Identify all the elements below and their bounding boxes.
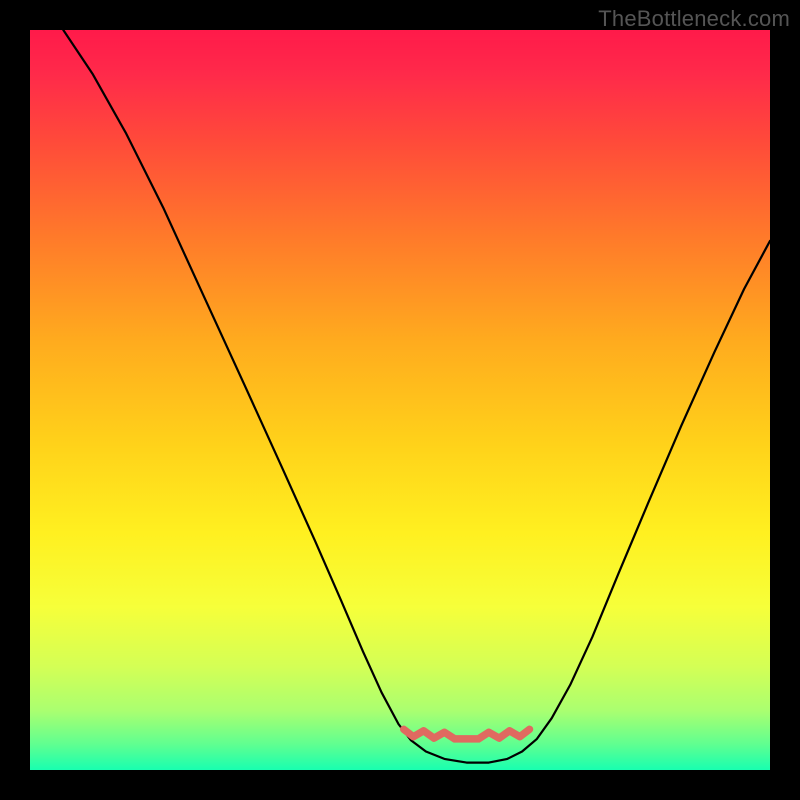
gradient-background xyxy=(30,30,770,770)
plot-area xyxy=(30,30,770,770)
chart-container: TheBottleneck.com xyxy=(0,0,800,800)
watermark-label: TheBottleneck.com xyxy=(598,6,790,32)
plot-svg xyxy=(30,30,770,770)
